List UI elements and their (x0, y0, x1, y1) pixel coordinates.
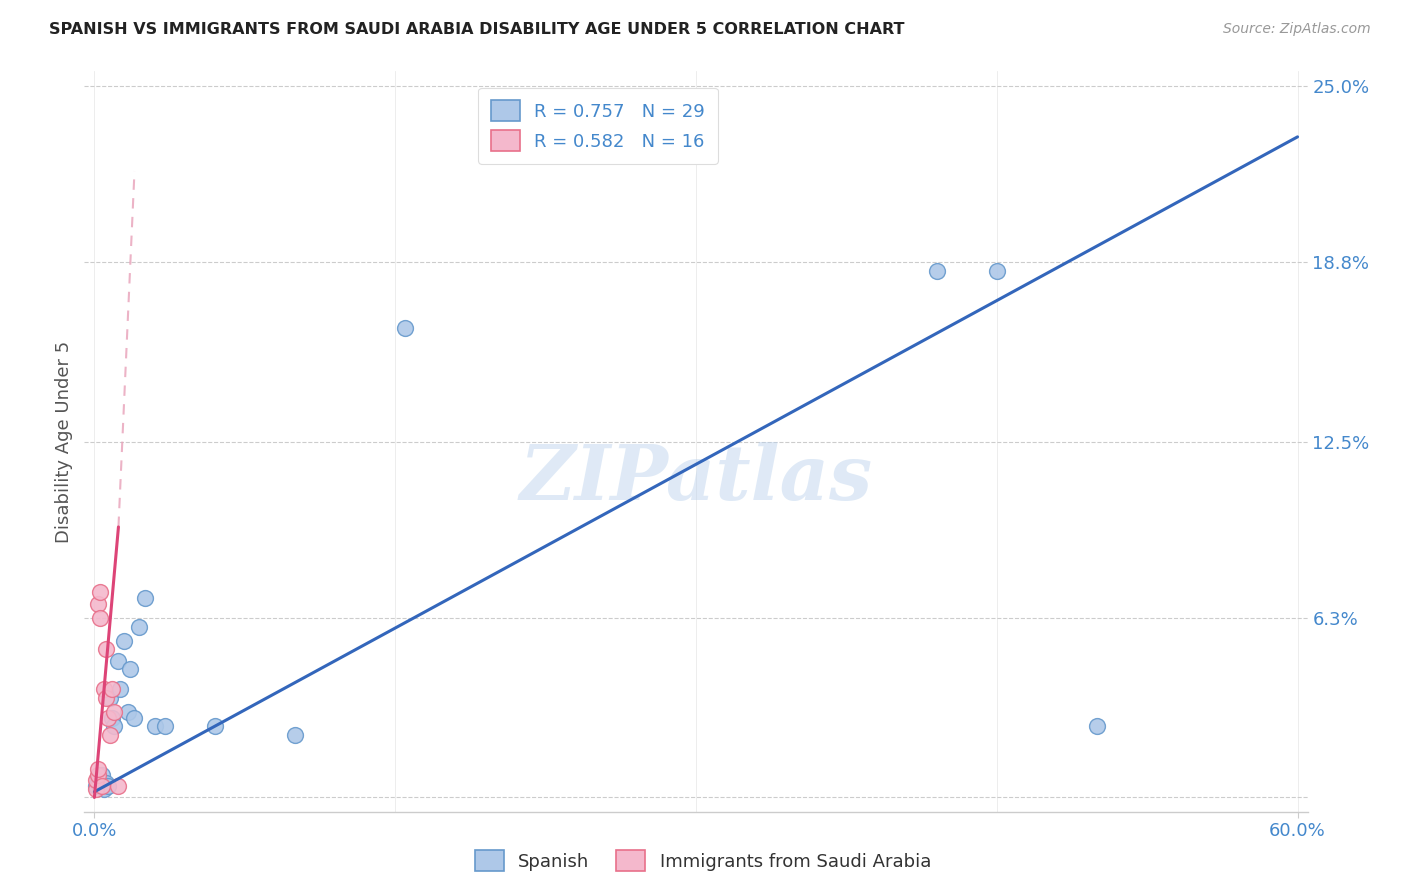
Point (91, 779, 114, 793)
Point (284, 728, 307, 742)
Point (101, 682, 124, 697)
Point (120, 662, 142, 676)
Point (96, 776, 118, 790)
Point (110, 682, 132, 697)
Point (89, 585, 111, 599)
Point (87, 597, 110, 611)
Point (97, 779, 120, 793)
Point (143, 719, 166, 733)
Point (134, 591, 156, 606)
Point (204, 719, 226, 733)
Point (124, 711, 146, 725)
Point (986, 263, 1008, 277)
Point (96, 690, 118, 705)
Point (153, 719, 176, 733)
Point (86, 779, 108, 793)
Y-axis label: Disability Age Under 5: Disability Age Under 5 (55, 341, 73, 542)
Point (86, 781, 108, 796)
Point (103, 719, 125, 733)
Point (93, 682, 115, 697)
Point (117, 705, 139, 719)
Legend: Spanish, Immigrants from Saudi Arabia: Spanish, Immigrants from Saudi Arabia (468, 843, 938, 879)
Point (93, 781, 115, 796)
Point (87, 762, 110, 776)
Point (89, 773, 111, 788)
Point (100, 728, 122, 742)
Point (86, 773, 108, 788)
Point (89, 611, 111, 625)
Point (89, 779, 111, 793)
Point (114, 633, 136, 648)
Point (100, 690, 122, 705)
Point (87, 776, 110, 790)
Point (97, 711, 120, 725)
Point (107, 779, 129, 793)
Point (128, 620, 150, 634)
Point (394, 320, 416, 334)
Text: SPANISH VS IMMIGRANTS FROM SAUDI ARABIA DISABILITY AGE UNDER 5 CORRELATION CHART: SPANISH VS IMMIGRANTS FROM SAUDI ARABIA … (49, 22, 904, 37)
Legend: R = 0.757   N = 29, R = 0.582   N = 16: R = 0.757 N = 29, R = 0.582 N = 16 (478, 87, 718, 164)
Point (96, 642, 118, 657)
Point (103, 705, 125, 719)
Point (91, 767, 114, 781)
Point (107, 654, 129, 668)
Point (87, 767, 110, 781)
Point (87, 771, 110, 785)
Point (101, 711, 124, 725)
Point (925, 263, 948, 277)
Point (1085, 719, 1108, 733)
Text: Source: ZipAtlas.com: Source: ZipAtlas.com (1223, 22, 1371, 37)
Point (91, 776, 114, 790)
Text: ZIPatlas: ZIPatlas (519, 442, 873, 516)
